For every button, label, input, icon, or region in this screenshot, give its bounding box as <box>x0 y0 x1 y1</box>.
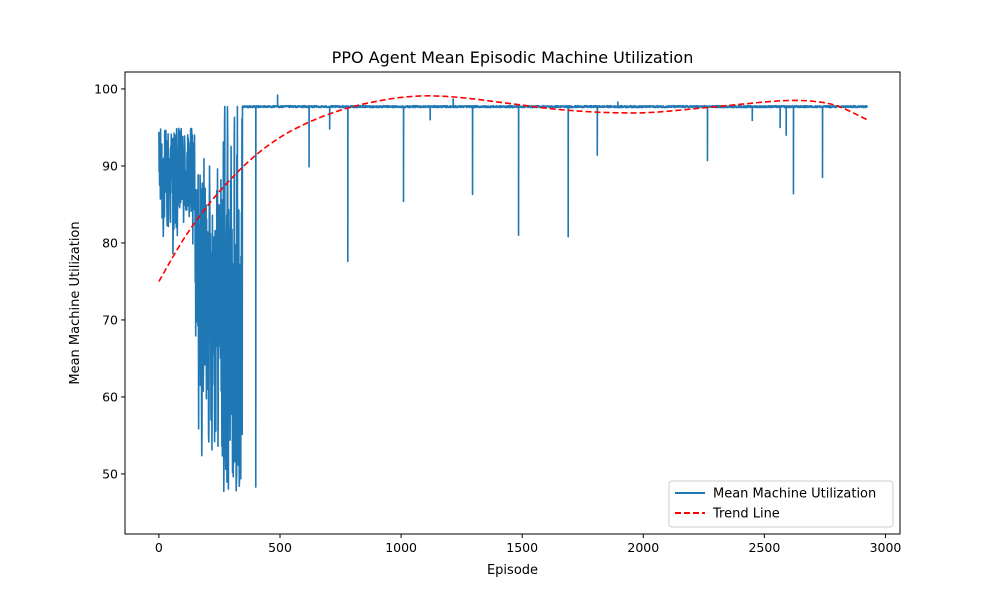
series-line-utilization <box>158 94 868 493</box>
x-axis: 0 500 1000 1500 2000 2500 3000 <box>155 534 901 555</box>
plot-area <box>158 94 868 493</box>
x-tick-label: 2500 <box>748 540 780 555</box>
legend-box <box>668 480 894 528</box>
y-tick-label: 50 <box>102 466 118 481</box>
y-tick-label: 90 <box>102 158 118 173</box>
y-tick-label: 60 <box>102 389 118 404</box>
legend: Mean Machine Utilization Trend Line <box>668 480 894 528</box>
legend-label-utilization: Mean Machine Utilization <box>713 487 876 502</box>
y-tick-label: 70 <box>102 312 118 327</box>
y-tick-label: 100 <box>94 81 118 96</box>
y-tick-label: 80 <box>102 235 118 250</box>
x-tick-label: 1000 <box>385 540 417 555</box>
x-axis-title: Episode <box>487 563 538 578</box>
x-tick-label: 1500 <box>506 540 538 555</box>
x-tick-label: 2000 <box>627 540 659 555</box>
plot-frame <box>124 71 901 535</box>
series-line-trend <box>158 95 868 282</box>
x-tick-label: 0 <box>155 540 163 555</box>
x-tick-label: 3000 <box>870 540 902 555</box>
chart-title: PPO Agent Mean Episodic Machine Utilizat… <box>332 48 694 67</box>
y-axis-title: Mean Machine Utilization <box>68 221 83 384</box>
x-tick-label: 500 <box>268 540 292 555</box>
y-axis: 50 60 70 80 90 100 <box>94 81 125 481</box>
legend-label-trend: Trend Line <box>712 507 780 522</box>
